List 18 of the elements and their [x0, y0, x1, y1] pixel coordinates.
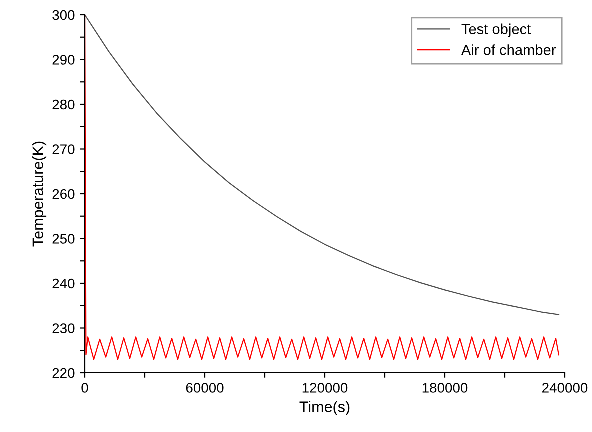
legend-label: Air of chamber [461, 44, 556, 56]
y-tick-label: 270 [52, 144, 75, 154]
y-tick-label: 240 [52, 278, 75, 289]
x-tick-label: 120000 [302, 383, 348, 393]
y-tick-label: 300 [52, 10, 75, 20]
y-tick-label: 260 [52, 189, 75, 200]
x-tick-label: 180000 [422, 383, 468, 393]
y-tick-label: 230 [52, 324, 75, 334]
y-tick-label: 220 [52, 368, 75, 378]
legend-label: Test object [462, 24, 532, 38]
y-tick-label: 280 [52, 100, 75, 110]
y-axis-title: Temperature(K) [32, 142, 47, 247]
x-tick-label: 0 [82, 383, 88, 393]
x-axis-title: Time(s) [300, 401, 350, 416]
x-tick-label: 240000 [542, 383, 588, 393]
x-tick-label: 60000 [186, 383, 224, 393]
y-tick-label: 250 [52, 234, 75, 244]
y-tick-label: 290 [52, 55, 75, 65]
